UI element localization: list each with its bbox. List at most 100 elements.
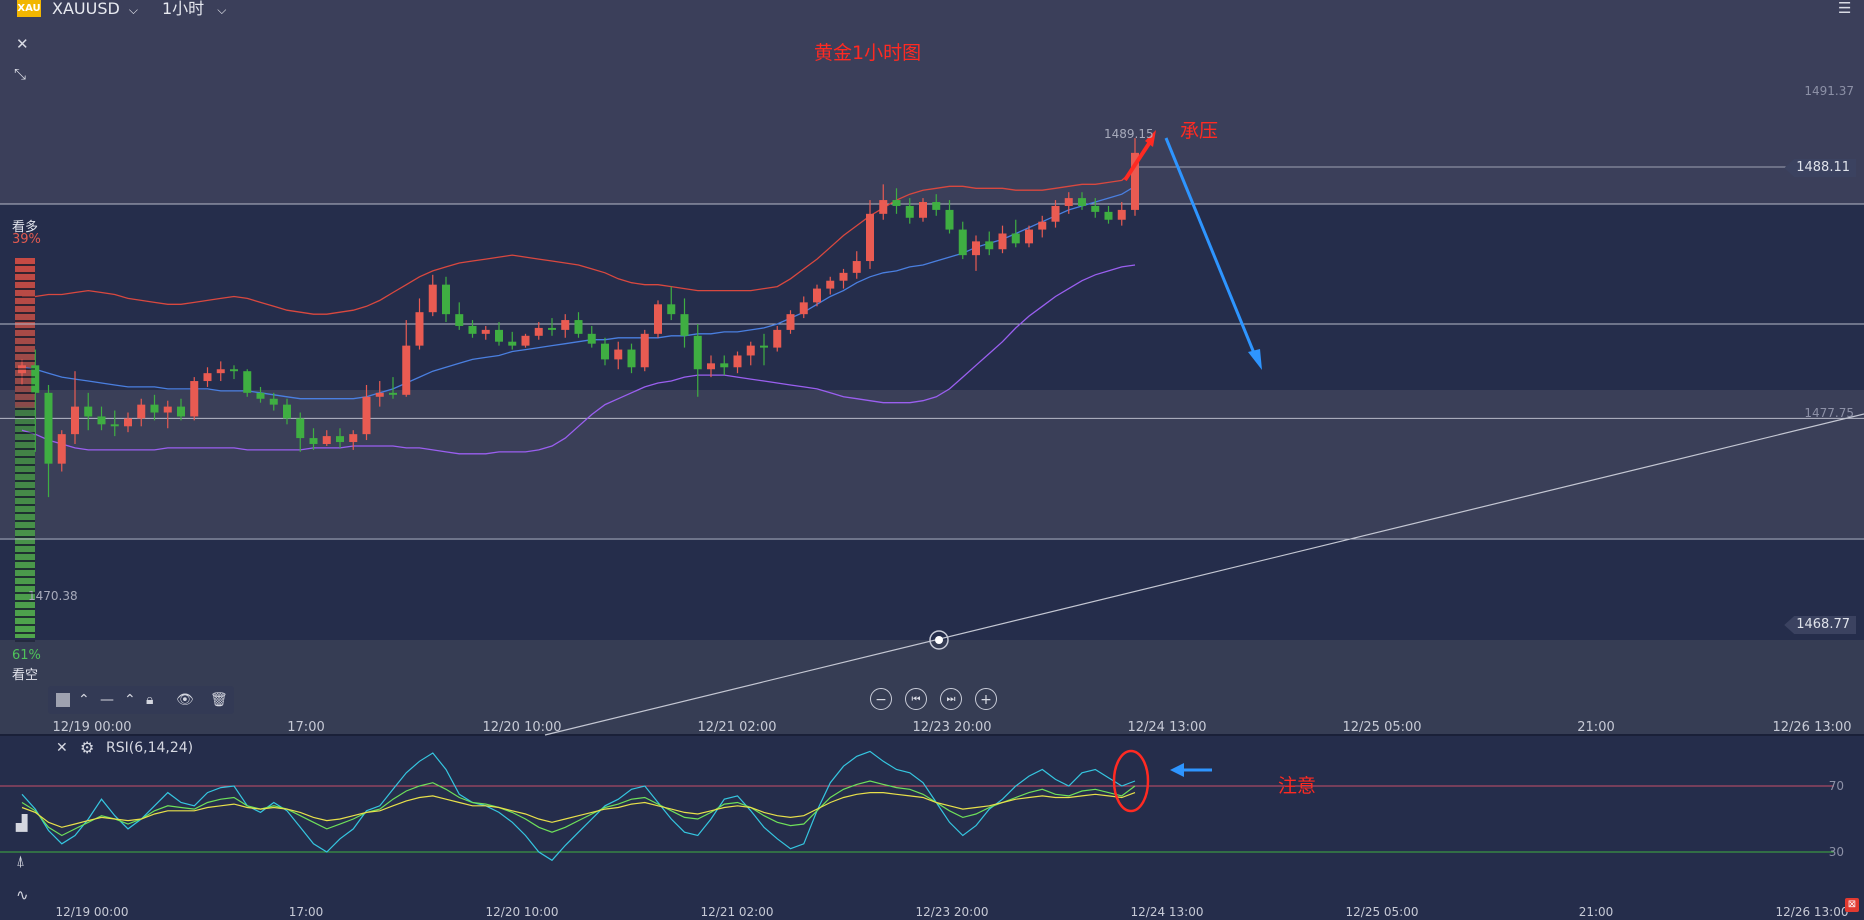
candle-body <box>720 363 729 368</box>
layout-icon[interactable]: ☰ <box>1838 0 1852 17</box>
candle-body <box>256 392 265 399</box>
candle-body <box>57 434 66 464</box>
trash-icon[interactable]: 🗑︎ <box>210 692 228 708</box>
candle-body <box>786 314 795 330</box>
pulse-icon[interactable]: ∿ <box>16 886 29 904</box>
candle-body <box>548 327 556 330</box>
trend-anchor-dot <box>935 636 943 644</box>
collapse-icon[interactable]: ⤡ <box>14 65 27 83</box>
chevron-up-icon[interactable]: ⌃ <box>124 692 136 708</box>
x-tick-label: 12/19 00:00 <box>52 720 131 735</box>
rsi-title: RSI(6,14,24) <box>106 740 194 756</box>
price-label-top: 1491.37 <box>1804 84 1854 98</box>
timeframe-label: 1小时 <box>162 0 205 18</box>
x-tick-label: 12/25 05:00 <box>1342 720 1421 735</box>
close-icon[interactable]: ✕ <box>16 35 29 53</box>
current-price-tag: 1488.11 <box>1784 159 1856 177</box>
candle-body <box>1078 198 1086 206</box>
candle-body <box>587 333 596 344</box>
candle-body <box>760 345 768 348</box>
chevron-down-icon: ⌵ <box>217 3 227 17</box>
rsi-close-icon[interactable]: ✕ <box>56 740 68 756</box>
red-arrow-shaft <box>1123 140 1152 182</box>
candle-body <box>813 288 821 303</box>
candle-body <box>124 418 132 427</box>
rsi-x-tick-label: 17:00 <box>289 905 324 919</box>
x-tick-label: 12/20 10:00 <box>482 720 561 735</box>
scroll-start-button[interactable]: ⏮ <box>905 688 927 710</box>
scroll-end-button[interactable]: ⏭ <box>940 688 962 710</box>
candle-body <box>1117 209 1126 220</box>
timeframe-selector[interactable]: 1小时 ⌵ <box>162 0 226 18</box>
candle-body <box>269 398 278 405</box>
candle-body <box>601 343 609 360</box>
zone-lower <box>0 640 1864 735</box>
candle-body <box>508 341 517 346</box>
candle-body <box>707 363 715 370</box>
red-arrow-head <box>1145 130 1156 147</box>
candle-body <box>574 320 583 334</box>
lock-icon[interactable]: 🔒︎ <box>146 692 154 708</box>
line-style-icon[interactable]: — <box>100 692 114 708</box>
bear-percent: 61% <box>12 648 41 663</box>
zone-band-1 <box>0 204 1864 390</box>
candle-body <box>892 200 901 206</box>
trend-anchor-ring <box>929 630 949 650</box>
candle-body <box>481 329 490 334</box>
rsi-x-tick-label: 12/19 00:00 <box>56 905 129 919</box>
bollinger-middle-line <box>21 185 1136 400</box>
candle-body <box>336 436 344 443</box>
attention-annotation: 注意 <box>1278 775 1317 797</box>
low-price-label: 1470.38 <box>28 589 78 603</box>
candle-body <box>972 241 980 256</box>
candle-body <box>680 314 689 336</box>
rsi-x-tick-label: 12/24 13:00 <box>1131 905 1204 919</box>
candle-body <box>402 345 411 395</box>
color-swatch-icon[interactable] <box>56 693 70 707</box>
candle-body <box>110 424 119 427</box>
zoom-in-button[interactable]: + <box>975 688 997 710</box>
gear-icon[interactable]: ⚙ <box>80 738 95 757</box>
candle-body <box>468 325 477 334</box>
candle-body <box>283 404 291 419</box>
candle-body <box>243 371 252 393</box>
candle-body <box>415 312 424 346</box>
candle-body <box>137 404 146 419</box>
candle-body <box>455 314 464 326</box>
x-tick-label: 12/23 20:00 <box>912 720 991 735</box>
eye-icon[interactable]: 👁︎ <box>176 692 194 708</box>
candle-body <box>389 392 397 395</box>
pressure-annotation: 承压 <box>1180 120 1219 142</box>
sentiment-bar <box>15 258 35 638</box>
candle-body <box>428 284 437 313</box>
chevron-up-icon[interactable]: ⌃ <box>78 692 90 708</box>
bear-label: 看空 <box>12 668 39 683</box>
candle-body <box>1025 229 1033 244</box>
candle-body <box>322 436 331 444</box>
candle-body <box>958 229 967 256</box>
candle-body <box>349 434 358 443</box>
rsi24-line <box>21 792 1136 828</box>
candle-body <box>746 345 755 356</box>
candle-body <box>375 392 384 397</box>
bollinger-lower-line <box>21 264 1136 455</box>
candle-body <box>495 329 503 342</box>
candle-body <box>919 202 927 218</box>
candle-body <box>773 329 782 348</box>
candle-body <box>1038 221 1047 230</box>
indicator-icon[interactable]: ▟ <box>16 814 28 832</box>
alert-icon[interactable]: ⊠ <box>1845 898 1859 912</box>
candle-body <box>190 381 199 417</box>
drawing-tool-icon[interactable]: ⍋ <box>16 852 26 870</box>
candle-body <box>230 369 238 372</box>
candle-body <box>1011 233 1020 244</box>
zoom-out-button[interactable]: − <box>870 688 892 710</box>
candle-body <box>985 241 994 250</box>
chart-title: 黄金1小时图 <box>814 42 922 64</box>
bull-label: 看多 <box>12 220 39 235</box>
rsi-level-70-label: 70 <box>1828 779 1844 793</box>
symbol-selector[interactable]: XAUUSD ⌵ <box>52 0 138 18</box>
rsi-x-tick-label: 12/23 20:00 <box>916 905 989 919</box>
attention-arrow-head <box>1170 763 1184 777</box>
